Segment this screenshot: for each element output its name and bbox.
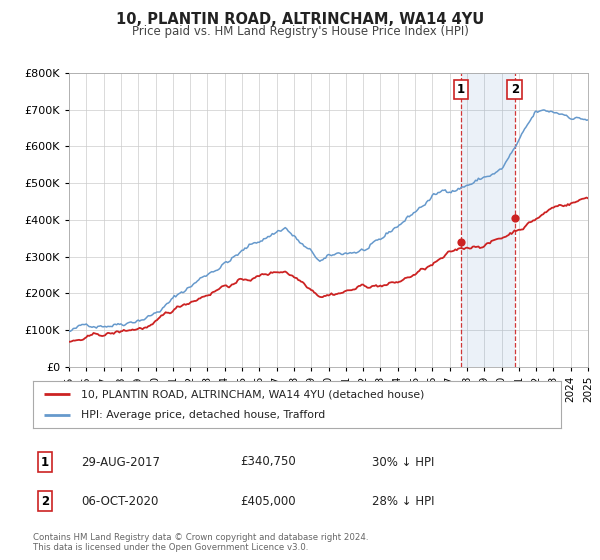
Text: Contains HM Land Registry data © Crown copyright and database right 2024.: Contains HM Land Registry data © Crown c… <box>33 533 368 542</box>
Text: £405,000: £405,000 <box>240 494 296 508</box>
Text: 1: 1 <box>457 83 465 96</box>
Text: 30% ↓ HPI: 30% ↓ HPI <box>372 455 434 469</box>
Point <box>456 237 466 246</box>
Text: 29-AUG-2017: 29-AUG-2017 <box>81 455 160 469</box>
Text: 2: 2 <box>41 494 49 508</box>
Text: 28% ↓ HPI: 28% ↓ HPI <box>372 494 434 508</box>
Text: 10, PLANTIN ROAD, ALTRINCHAM, WA14 4YU (detached house): 10, PLANTIN ROAD, ALTRINCHAM, WA14 4YU (… <box>80 389 424 399</box>
Text: HPI: Average price, detached house, Trafford: HPI: Average price, detached house, Traf… <box>80 410 325 420</box>
Text: 1: 1 <box>41 455 49 469</box>
Text: 06-OCT-2020: 06-OCT-2020 <box>81 494 158 508</box>
Text: £340,750: £340,750 <box>240 455 296 469</box>
Text: Price paid vs. HM Land Registry's House Price Index (HPI): Price paid vs. HM Land Registry's House … <box>131 25 469 38</box>
Text: 10, PLANTIN ROAD, ALTRINCHAM, WA14 4YU: 10, PLANTIN ROAD, ALTRINCHAM, WA14 4YU <box>116 12 484 27</box>
Text: This data is licensed under the Open Government Licence v3.0.: This data is licensed under the Open Gov… <box>33 543 308 552</box>
Text: 2: 2 <box>511 83 519 96</box>
Bar <box>461 73 515 367</box>
Point <box>510 213 520 222</box>
